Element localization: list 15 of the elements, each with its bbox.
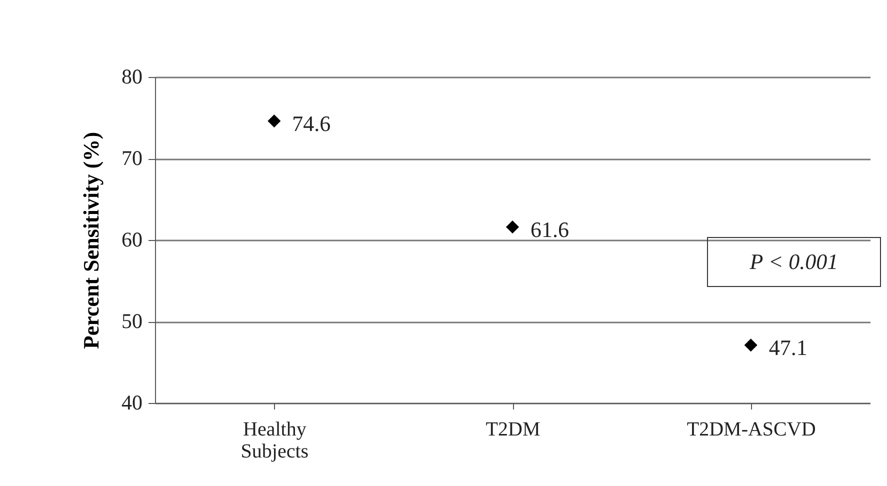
y-tick-label: 60: [122, 228, 142, 252]
y-tick-label: 80: [122, 64, 142, 88]
y-tick-label: 40: [122, 390, 142, 414]
point: [506, 220, 520, 234]
y-axis-title: Percent Sensitivity (%): [78, 132, 104, 350]
data-label: 47.1: [768, 335, 808, 360]
data-label: 61.6: [530, 216, 569, 242]
point: [268, 114, 281, 128]
y-tick-label: 70: [122, 146, 142, 170]
x-tick-label: T2DM-ASCVD: [686, 418, 816, 440]
data-label: 74.6: [292, 111, 331, 136]
y-tick-label: 50: [122, 309, 142, 333]
point: [744, 338, 758, 352]
x-tick-label: Healthy Subjects: [240, 418, 309, 462]
x-tick-label: T2DM: [486, 418, 540, 440]
